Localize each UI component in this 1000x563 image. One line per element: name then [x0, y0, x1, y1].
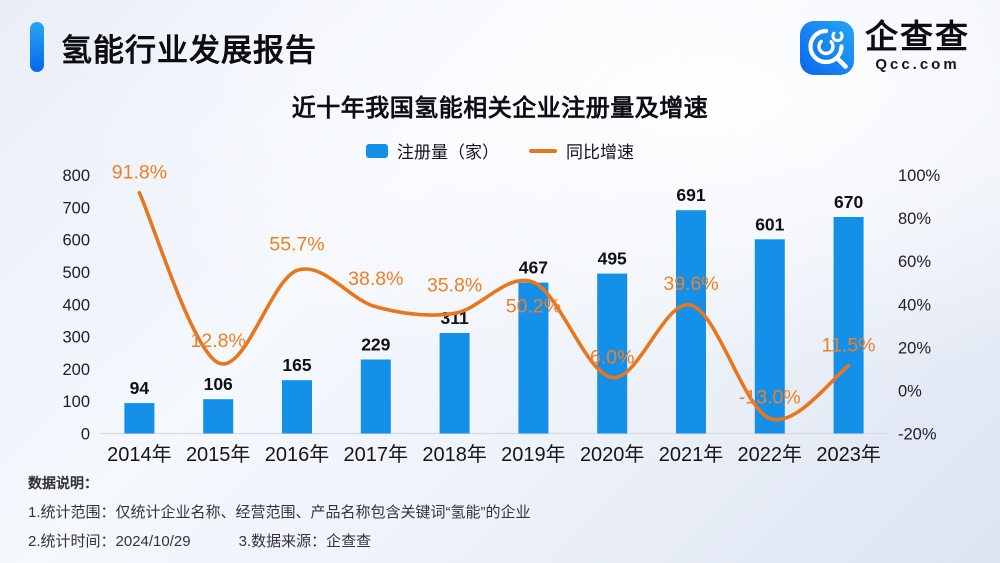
- right-axis-label: 100%: [898, 167, 941, 185]
- bar-2021年: [676, 210, 706, 434]
- x-tick-label: 2022年: [738, 443, 803, 466]
- bar-2016年: [282, 380, 312, 434]
- bar-value-label: 106: [204, 374, 233, 394]
- left-axis-label: 500: [62, 264, 90, 282]
- bar-2020年: [597, 273, 628, 434]
- legend-label-growth: 同比增速: [566, 143, 634, 162]
- left-axis-label: 400: [62, 296, 90, 314]
- growth-point-label: -13.0%: [739, 386, 801, 408]
- x-tick-label: 2015年: [186, 443, 251, 466]
- growth-point-label: 39.6%: [663, 273, 718, 295]
- growth-point-label: 11.5%: [822, 335, 876, 357]
- bar-series-swatch: [366, 143, 388, 158]
- growth-line: [137, 190, 851, 422]
- bar-value-label: 229: [361, 335, 390, 355]
- chart-legend: 注册量（家） 同比增速: [0, 138, 1000, 163]
- qcc-logo-icon: [800, 21, 854, 75]
- growth-point-label: 6.0%: [590, 347, 634, 369]
- growth-point-label: 91.8%: [112, 162, 167, 184]
- growth-point-label: 35.8%: [427, 274, 482, 296]
- bar-value-label: 467: [519, 258, 548, 278]
- left-axis-label: 600: [62, 232, 90, 250]
- bar-2017年: [360, 359, 391, 434]
- bar-value-label: 165: [282, 355, 311, 375]
- left-axis-label: 700: [62, 199, 90, 217]
- legend-item-growth: 同比增速: [529, 138, 634, 163]
- bar-value-label: 601: [755, 214, 784, 234]
- right-axis-label: -20%: [898, 426, 937, 444]
- x-tick-label: 2020年: [580, 443, 645, 466]
- bar-value-label: 94: [130, 378, 150, 398]
- bar-2022年: [754, 239, 785, 434]
- x-tick-label: 2018年: [422, 443, 487, 466]
- data-notes: 数据说明： 1.统计范围：仅统计企业名称、经营范围、产品名称包含关键词“氢能”的…: [28, 473, 531, 559]
- right-axis-label: 60%: [898, 253, 931, 271]
- bar-value-label: 495: [598, 249, 627, 269]
- growth-point-label: 50.2%: [506, 295, 561, 317]
- x-tick-label: 2021年: [659, 443, 724, 466]
- left-axis-label: 0: [81, 426, 90, 444]
- x-tick-label: 2019年: [501, 443, 566, 466]
- bar-2019年: [518, 282, 549, 434]
- growth-point-label: 38.8%: [348, 268, 403, 290]
- right-axis-label: 80%: [898, 210, 931, 228]
- bar-2015年: [203, 399, 234, 434]
- x-tick-label: 2023年: [816, 443, 881, 466]
- accent-bar: [30, 22, 44, 72]
- legend-item-registrations: 注册量（家）: [366, 138, 499, 163]
- notes-source: 3.数据来源：企查查: [238, 533, 372, 550]
- x-tick-label: 2017年: [344, 443, 409, 466]
- left-axis-label: 300: [62, 329, 90, 347]
- growth-point-label: 55.7%: [269, 233, 324, 255]
- brand-domain: Qcc.com: [875, 56, 960, 73]
- left-axis-label: 200: [62, 361, 90, 379]
- bar-value-label: 670: [834, 192, 863, 212]
- chart-title: 近十年我国氢能相关企业注册量及增速: [291, 95, 709, 122]
- bar-2018年: [439, 333, 470, 434]
- bar-2014年: [124, 403, 155, 434]
- notes-heading: 数据说明：: [28, 475, 98, 491]
- notes-scope: 1.统计范围：仅统计企业名称、经营范围、产品名称包含关键词“氢能”的企业: [28, 504, 531, 521]
- notes-date: 2.统计时间：2024/10/29: [28, 533, 191, 550]
- legend-label-registrations: 注册量（家）: [397, 143, 499, 162]
- growth-point-label: 12.8%: [191, 330, 246, 352]
- page-header: 氢能行业发展报告: [30, 22, 317, 72]
- brand-name: 企查查: [865, 18, 970, 55]
- left-axis-label: 100: [62, 393, 90, 411]
- right-axis-label: 0%: [898, 382, 922, 400]
- right-axis-label: 20%: [898, 339, 931, 357]
- x-tick-label: 2016年: [265, 443, 330, 466]
- left-axis-label: 800: [62, 167, 90, 185]
- brand-logo: 企查查 Qcc.com: [799, 20, 970, 76]
- report-title: 氢能行业发展报告: [61, 32, 317, 68]
- bar-value-label: 691: [676, 185, 705, 205]
- right-axis-label: 40%: [898, 296, 931, 314]
- bar-2023年: [833, 217, 864, 434]
- x-tick-label: 2014年: [107, 443, 172, 466]
- line-series-swatch: [529, 148, 557, 153]
